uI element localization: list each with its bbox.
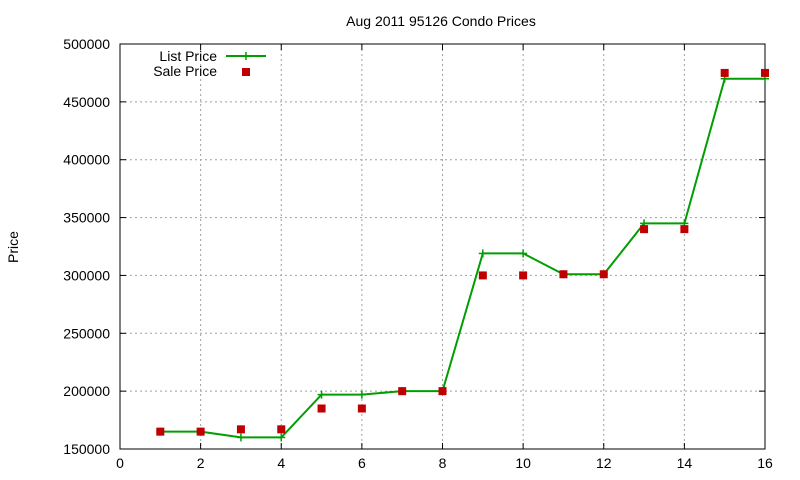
sale-price-point [640,225,649,234]
list-price-point [519,249,528,258]
sale-price-point [720,68,729,77]
y-axis-label: Price [5,231,21,263]
y-tick-label: 400000 [63,152,110,168]
y-tick-label: 350000 [63,210,110,226]
sale-price-point [236,425,245,434]
list-price-point [478,249,487,258]
legend-marker-sale-price [242,68,250,76]
sale-price-point [438,387,447,396]
sale-price-point [196,427,205,436]
x-tick-label: 4 [277,455,285,471]
y-tick-label: 200000 [63,383,110,399]
x-tick-label: 10 [515,455,531,471]
sale-price-point [156,427,165,436]
axis-ticks [119,43,766,450]
y-tick-label: 450000 [63,94,110,110]
y-tick-label: 300000 [63,267,110,283]
sale-price-point [519,271,528,280]
legend: List Price Sale Price [153,48,266,79]
x-tick-label: 2 [197,455,205,471]
sale-price-point [357,404,366,413]
y-tick-label: 250000 [63,325,110,341]
x-tick-label: 8 [439,455,447,471]
legend-label-list-price: List Price [159,48,217,64]
y-tick-label: 150000 [63,441,110,457]
y-tick-label: 500000 [63,36,110,52]
list-price-point [357,390,366,399]
tick-labels: 0 2 4 6 8 10 12 14 16 150000 200000 250000 300000 350… [63,36,773,471]
x-tick-label: 16 [757,455,773,471]
sale-price-point [559,270,568,279]
list-price-point [277,433,286,442]
sale-price-point [761,68,769,77]
x-tick-label: 12 [596,455,612,471]
series-line-list-price [160,77,765,439]
sale-price-point [398,387,407,396]
sale-price-point [680,225,689,234]
sale-price-point [478,271,487,280]
x-tick-label: 14 [677,455,693,471]
series-layer [156,68,769,442]
sale-price-point [277,425,286,434]
legend-marker-list-price [242,52,250,60]
x-tick-label: 6 [358,455,366,471]
legend-label-sale-price: Sale Price [153,63,217,79]
list-price-point [236,433,245,442]
sale-price-point [599,270,608,279]
chart-title: Aug 2011 95126 Condo Prices [346,13,536,29]
sale-price-point [317,404,326,413]
x-tick-label: 0 [116,455,124,471]
list-price-point [317,390,326,399]
